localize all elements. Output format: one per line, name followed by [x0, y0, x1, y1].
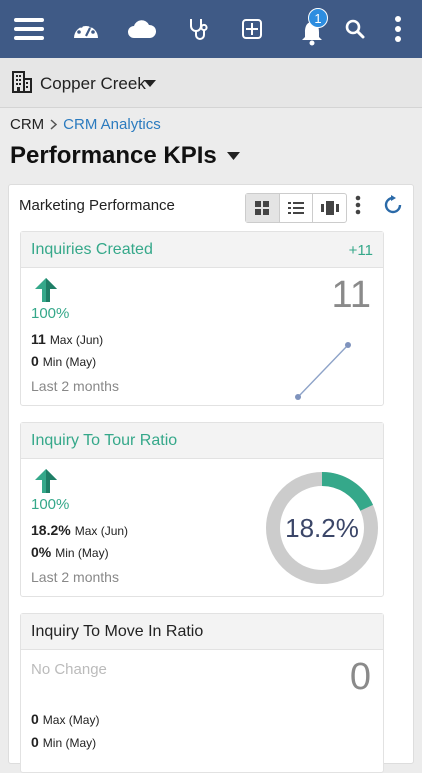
grid-view-button[interactable]: [246, 194, 280, 222]
period-label: Last 2 months: [31, 569, 119, 585]
kpi-value: 11: [331, 274, 371, 316]
period-label: Last 2 months: [31, 378, 119, 394]
location-selector[interactable]: Copper Creek: [0, 58, 422, 108]
min-value: 0: [31, 353, 39, 369]
trend-up-arrow-icon: [35, 278, 57, 302]
stethoscope-icon: [190, 19, 208, 40]
kebab-icon: [395, 16, 401, 42]
top-app-bar: 1: [0, 0, 422, 58]
card-header: Inquiry To Move In Ratio: [21, 614, 383, 650]
min-label: Min (May): [42, 355, 97, 369]
refresh-button[interactable]: [383, 195, 403, 220]
page-title-dropdown[interactable]: Performance KPIs: [10, 142, 240, 170]
min-value: 0%: [31, 544, 52, 560]
max-label: Max (Jun): [74, 524, 129, 538]
add-widget-button[interactable]: [238, 0, 266, 58]
min-label: Min (May): [55, 546, 109, 560]
search-button[interactable]: [342, 0, 368, 58]
plus-square-icon: [242, 19, 262, 39]
notifications-button[interactable]: 1: [294, 0, 330, 58]
building-icon: [12, 71, 32, 93]
card-header: Inquiry To Tour Ratio: [21, 423, 383, 459]
panel-options-button[interactable]: [355, 195, 361, 220]
speedometer-icon: [74, 21, 98, 38]
breadcrumb-current-link[interactable]: CRM Analytics: [63, 116, 161, 133]
sparkline-chart: [295, 342, 351, 400]
location-name: Copper Creek: [40, 74, 146, 93]
panel-title: Marketing Performance: [19, 197, 175, 214]
max-value: 18.2%: [31, 522, 71, 538]
gauge-value: 18.2%: [285, 513, 359, 543]
trend-percent: 100%: [31, 305, 70, 322]
page-title: Performance KPIs: [10, 142, 217, 169]
breadcrumb: CRM CRM Analytics: [10, 116, 161, 133]
cloud-button[interactable]: [126, 0, 158, 58]
max-label: Max (May): [42, 713, 100, 727]
list-icon: [288, 202, 304, 214]
sparkline-point: [295, 394, 301, 400]
breadcrumb-root[interactable]: CRM: [10, 116, 45, 133]
health-button[interactable]: [184, 0, 212, 58]
view-mode-toggle: [245, 193, 347, 223]
trend-up-arrow-icon: [35, 469, 57, 493]
min-stat: 0 Min (May): [31, 734, 96, 750]
dashboard-button[interactable]: [70, 0, 102, 58]
sparkline-point: [345, 342, 351, 348]
chevron-right-icon: [50, 119, 58, 130]
card-header: Inquiries Created +11: [21, 232, 383, 268]
ratio-gauge: 18.2%: [266, 472, 378, 584]
caret-down-icon: [226, 152, 240, 160]
menu-icon: [14, 18, 44, 40]
kebab-icon: [355, 195, 361, 215]
max-value: 0: [31, 711, 39, 727]
max-value: 11: [31, 331, 46, 347]
max-stat: 0 Max (May): [31, 711, 99, 727]
sparkline-line: [297, 344, 349, 398]
cloud-icon: [128, 20, 156, 38]
overflow-menu-button[interactable]: [388, 0, 408, 58]
grid-icon: [255, 201, 270, 215]
list-view-button[interactable]: [280, 194, 314, 222]
kpi-value: 0: [349, 656, 371, 698]
hamburger-menu-button[interactable]: [12, 0, 46, 58]
min-value: 0: [31, 734, 39, 750]
search-icon: [345, 19, 365, 39]
trend-percent: 100%: [31, 496, 70, 513]
kpi-card-inquiry-to-move-in-ratio[interactable]: Inquiry To Move In Ratio No Change 0 0 Ma…: [20, 613, 384, 773]
gauge-fill: [266, 472, 378, 584]
caret-down-icon: [144, 80, 156, 87]
min-stat: 0 Min (May): [31, 353, 96, 369]
kpi-card-inquiries-created[interactable]: Inquiries Created +11 100% 11 11 Max (Jun…: [20, 231, 384, 406]
max-stat: 11 Max (Jun): [31, 331, 103, 347]
notification-badge: 1: [308, 8, 328, 28]
kpi-delta: +11: [348, 242, 373, 259]
refresh-icon: [384, 195, 402, 214]
kpi-card-inquiry-to-tour-ratio[interactable]: Inquiry To Tour Ratio 100% 18.2% Max (Jun…: [20, 422, 384, 597]
max-label: Max (Jun): [49, 333, 104, 347]
card-title: Inquiry To Tour Ratio: [31, 432, 178, 449]
max-stat: 18.2% Max (Jun): [31, 522, 128, 538]
carousel-icon: [320, 201, 339, 215]
card-title: Inquiries Created: [31, 241, 153, 258]
carousel-view-button[interactable]: [313, 194, 346, 222]
card-title: Inquiry To Move In Ratio: [31, 623, 204, 640]
min-stat: 0% Min (May): [31, 544, 109, 560]
min-label: Min (May): [42, 736, 97, 750]
trend-text: No Change: [31, 661, 107, 678]
